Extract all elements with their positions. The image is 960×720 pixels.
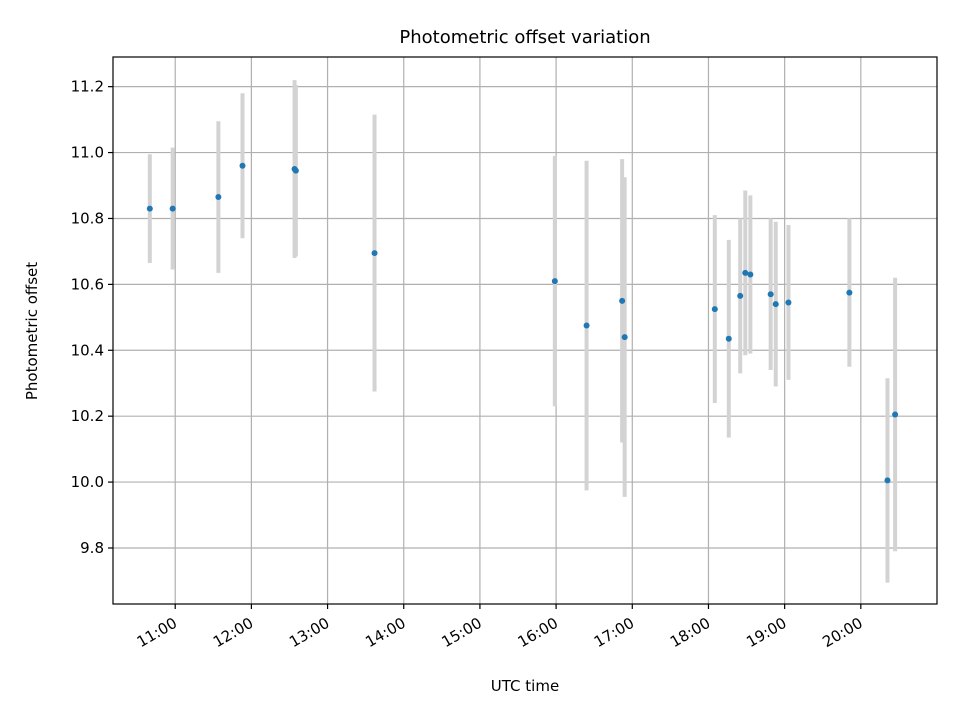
x-axis-label: UTC time bbox=[491, 677, 559, 695]
data-point bbox=[725, 335, 732, 342]
x-tick-label: 15:00 bbox=[438, 614, 484, 651]
x-tick-label: 20:00 bbox=[819, 614, 865, 651]
data-point bbox=[884, 477, 891, 484]
data-points bbox=[146, 162, 899, 484]
x-tick-label: 14:00 bbox=[362, 614, 408, 651]
data-point bbox=[742, 269, 749, 276]
data-point bbox=[737, 292, 744, 299]
chart-title: Photometric offset variation bbox=[399, 27, 650, 48]
data-point bbox=[551, 278, 558, 285]
data-point bbox=[239, 162, 246, 169]
data-point bbox=[785, 299, 792, 306]
data-point bbox=[583, 322, 590, 329]
y-tick-label: 10.4 bbox=[71, 341, 104, 359]
plot-area-frame bbox=[112, 56, 938, 605]
data-point bbox=[621, 334, 628, 341]
x-tick-label: 13:00 bbox=[286, 614, 332, 651]
x-tick-label: 19:00 bbox=[743, 614, 789, 651]
y-tick-label: 10.0 bbox=[71, 473, 104, 491]
y-tick-label: 9.8 bbox=[80, 539, 104, 557]
data-point bbox=[371, 250, 378, 257]
data-point bbox=[767, 291, 774, 298]
data-point bbox=[747, 271, 754, 278]
x-tick-label: 11:00 bbox=[134, 614, 180, 651]
x-tick-label: 18:00 bbox=[667, 614, 713, 651]
data-point bbox=[892, 411, 899, 418]
y-axis-label: Photometric offset bbox=[23, 262, 41, 400]
x-tick-label: 17:00 bbox=[591, 614, 637, 651]
grid bbox=[113, 57, 937, 604]
data-point bbox=[146, 205, 153, 212]
data-point bbox=[215, 194, 222, 201]
y-tick-label: 10.2 bbox=[71, 407, 104, 425]
x-tick-label: 12:00 bbox=[210, 614, 256, 651]
y-tick-label: 11.2 bbox=[71, 78, 104, 96]
data-point bbox=[772, 301, 779, 308]
y-axis-ticks: 9.8 10.0 10.2 10.4 10.6 10.8 11.0 11.2 bbox=[71, 78, 113, 557]
data-point bbox=[619, 297, 626, 304]
x-tick-label: 16:00 bbox=[515, 614, 561, 651]
data-point bbox=[711, 306, 718, 313]
y-tick-label: 10.6 bbox=[71, 275, 104, 293]
y-tick-label: 11.0 bbox=[71, 144, 104, 162]
data-point bbox=[169, 205, 176, 212]
error-bars bbox=[147, 80, 898, 583]
data-point bbox=[292, 167, 299, 174]
x-axis-ticks: 11:00 12:00 13:00 14:00 15:00 16:00 17:00 18:00… bbox=[134, 604, 866, 651]
data-point bbox=[846, 289, 853, 296]
y-tick-label: 10.8 bbox=[71, 209, 104, 227]
